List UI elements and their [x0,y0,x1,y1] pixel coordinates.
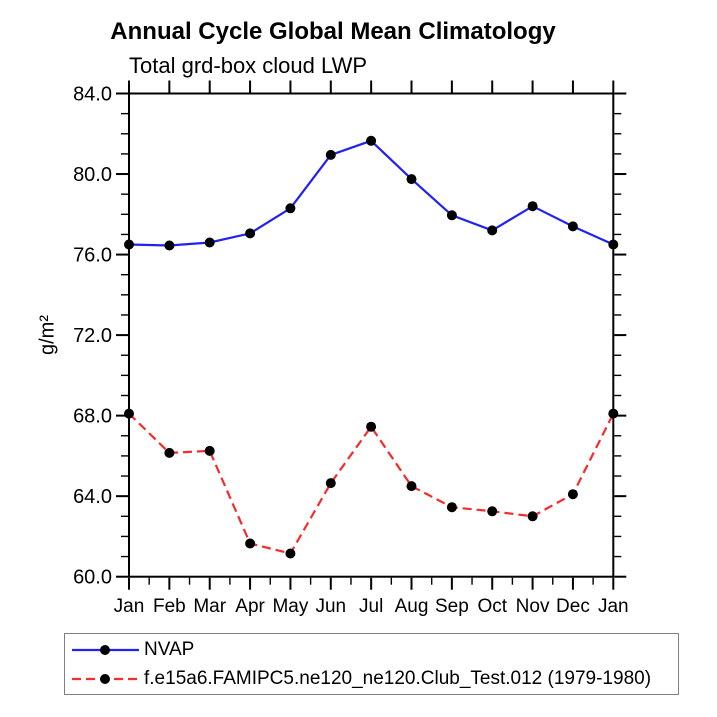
x-tick-label: Jun [315,596,346,617]
data-point-marker [164,240,175,251]
data-point-marker [325,478,336,489]
data-point-marker [608,408,619,419]
data-point-marker [285,548,296,559]
y-tick-label: 72.0 [73,325,112,347]
legend-line-sample-solid [72,644,139,655]
legend-item-nvap: NVAP [65,635,678,664]
x-tick-label: Nov [516,596,550,617]
data-point-marker [608,239,619,250]
data-point-marker [285,203,296,214]
data-point-marker [164,447,175,458]
data-point-marker [366,421,377,432]
data-point-marker [366,135,377,146]
data-point-marker [124,239,134,250]
x-tick-label: Mar [193,596,226,617]
data-point-marker [487,225,498,236]
data-point-marker [406,174,417,185]
data-point-marker [487,506,498,517]
legend-label-nvap: NVAP [144,638,195,660]
series-line-0 [128,139,614,247]
legend-item-model: f.e15a6.FAMIPC5.ne120_ne120.Club_Test.01… [65,664,678,693]
legend-line-sample-dashed [72,673,139,684]
series-line-1 [128,412,615,555]
data-point-marker [446,210,457,221]
x-tick-label: Apr [235,596,265,617]
y-tick-label: 64.0 [73,486,112,508]
x-tick-label: Aug [395,596,429,617]
y-tick-label: 84.0 [73,84,112,106]
data-point-marker [204,445,215,456]
plot-border [128,92,615,578]
x-tick-label: Sep [435,596,469,617]
y-tick-label: 60.0 [73,567,112,589]
legend-box: NVAP f.e15a6.FAMIPC5.ne120_ne120.Club_Te… [64,633,679,695]
data-point-marker [446,502,457,513]
data-point-marker [406,481,417,492]
x-tick-label: Feb [153,596,186,617]
x-tick-label: Oct [477,596,507,617]
chart-subtitle: Total grd-box cloud LWP [129,53,368,78]
data-point-marker [124,408,134,419]
data-point-marker [567,221,578,232]
y-tick-label: 80.0 [73,164,112,186]
y-tick-label: 76.0 [73,245,112,267]
x-tick-label: Jan [114,596,145,617]
x-tick-label: Jul [359,596,383,617]
data-point-marker [567,489,578,500]
x-tick-label: Dec [556,596,590,617]
data-point-marker [527,511,538,522]
x-tick-label: Jan [598,596,629,617]
y-tick-label: 68.0 [73,406,112,428]
data-point-marker [245,538,256,549]
chart-title: Annual Cycle Global Mean Climatology [110,18,556,45]
data-point-marker [325,149,336,160]
data-point-marker [527,201,538,212]
legend-label-model: f.e15a6.FAMIPC5.ne120_ne120.Club_Test.01… [144,667,652,689]
data-point-marker [245,228,256,239]
x-tick-label: May [272,596,308,617]
data-point-marker [204,237,215,248]
